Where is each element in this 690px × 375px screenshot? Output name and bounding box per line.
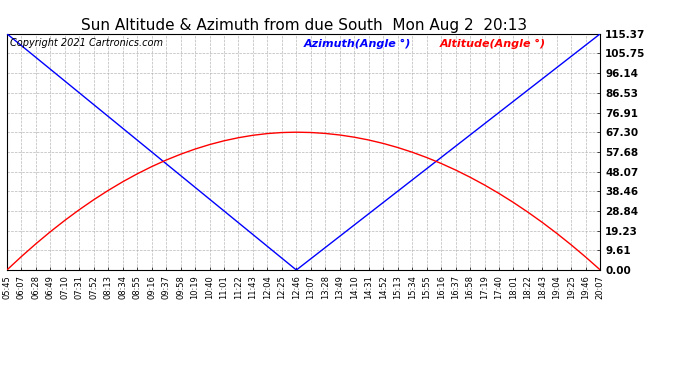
Title: Sun Altitude & Azimuth from due South  Mon Aug 2  20:13: Sun Altitude & Azimuth from due South Mo… <box>81 18 526 33</box>
Text: Azimuth(Angle °): Azimuth(Angle °) <box>304 39 411 48</box>
Text: Copyright 2021 Cartronics.com: Copyright 2021 Cartronics.com <box>10 39 163 48</box>
Text: Altitude(Angle °): Altitude(Angle °) <box>440 39 546 48</box>
